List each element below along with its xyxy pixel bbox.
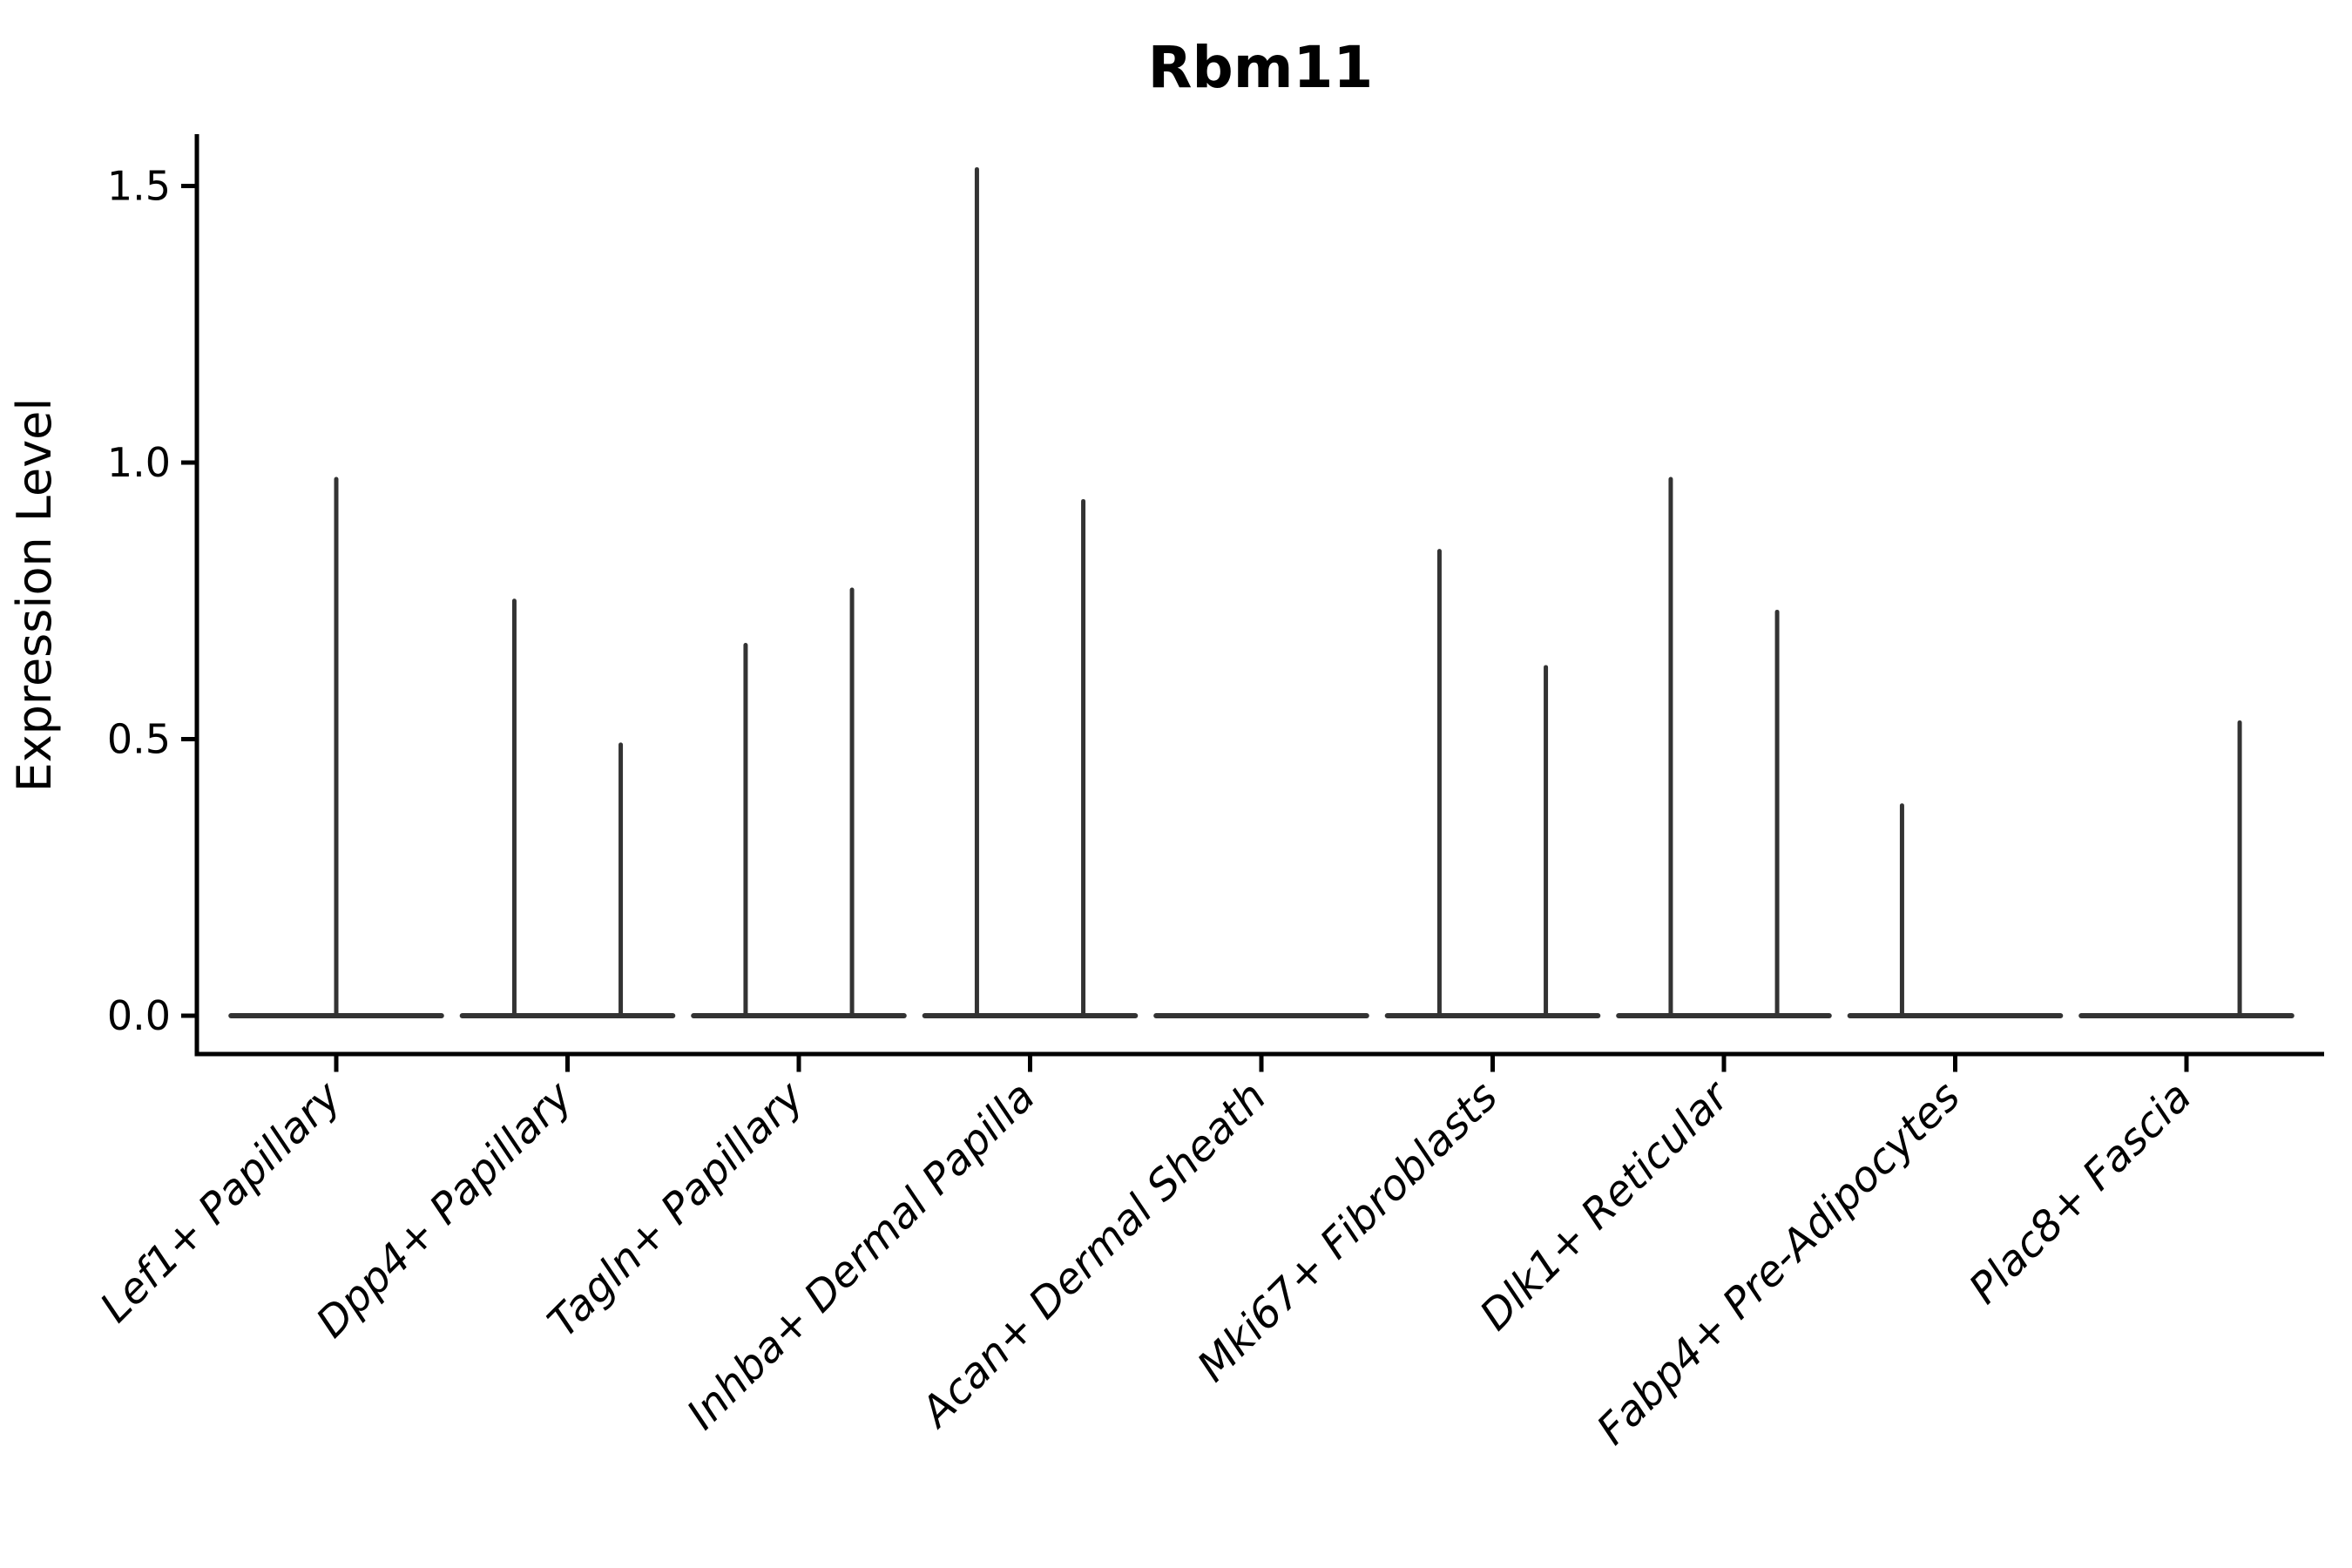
x-tick-label: Plac8+ Fascia [1960, 1072, 2201, 1314]
y-tick-label: 0.0 [107, 992, 171, 1039]
y-tick-label: 0.5 [107, 716, 171, 763]
violins [228, 166, 2295, 1018]
x-tick-label: Dpp4+ Papillary [307, 1071, 582, 1347]
y-tick-label: 1.0 [107, 439, 171, 486]
x-tick-label: Tagln+ Papillary [538, 1071, 814, 1347]
x-tick-label: Dlk1+ Reticular [1470, 1071, 1740, 1341]
x-tick-label: Fabp4+ Pre-Adipocytes [1587, 1072, 1970, 1455]
y-axis-label: Expression Level [7, 398, 62, 793]
plot-title: Rbm11 [1148, 34, 1374, 101]
x-tick-label: Lef1+ Papillary [91, 1071, 351, 1332]
y-tick-label: 1.5 [107, 163, 171, 210]
